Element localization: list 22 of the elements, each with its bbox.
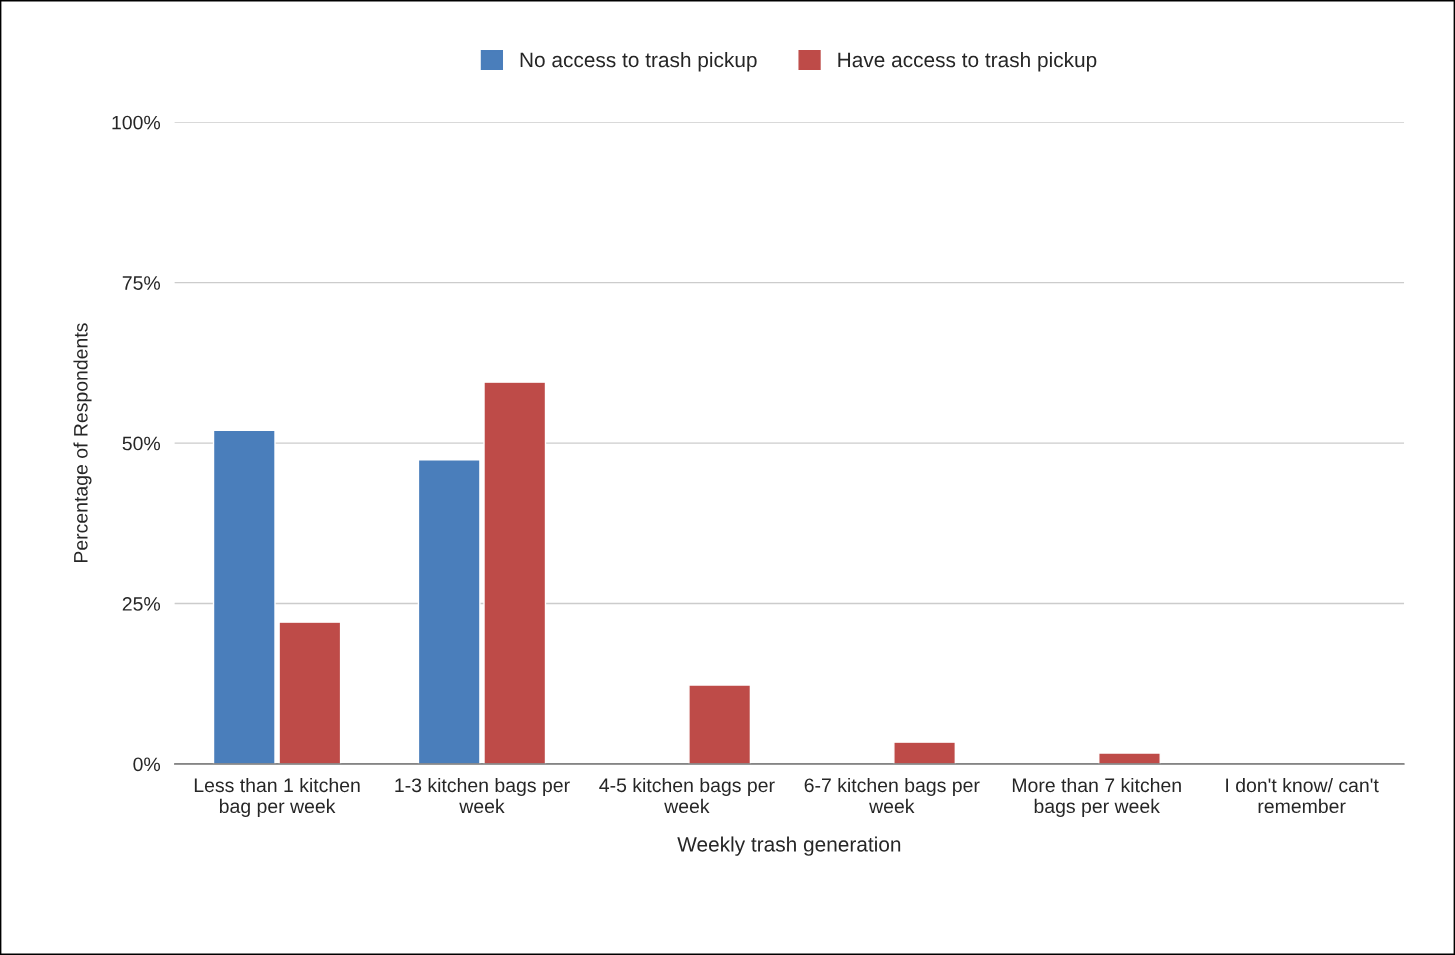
y-tick-label: 75% <box>122 276 161 290</box>
x-tick-label: More than 7 kitchen bags per week <box>1012 777 1181 817</box>
legend-label: Have access to trash pickup <box>838 51 1097 72</box>
bar <box>212 429 276 764</box>
y-axis-title: Percentage of Respondents <box>73 323 92 563</box>
bar <box>483 381 547 764</box>
x-tick-label: 6-7 kitchen bags per week <box>804 777 980 814</box>
bar <box>1098 752 1161 764</box>
x-axis-title: Weekly trash generation <box>677 836 901 856</box>
y-tick-label: 0% <box>133 757 161 772</box>
x-tick-label: Less than 1 kitchen bag per week <box>194 777 360 817</box>
bar <box>417 459 481 764</box>
y-tick-label: 25% <box>122 597 161 611</box>
bar <box>688 684 752 764</box>
bar <box>893 741 957 764</box>
x-tick-label: 4-5 kitchen bags per week <box>599 777 775 814</box>
x-tick-label: I don't know/ can't remember <box>1226 777 1379 814</box>
bar <box>278 621 342 764</box>
legend-label: No access to trash pickup <box>520 51 757 72</box>
x-tick-label: 1-3 kitchen bags per week <box>395 777 570 814</box>
y-tick-label: 50% <box>122 436 161 451</box>
y-tick-label: 100% <box>112 115 161 130</box>
